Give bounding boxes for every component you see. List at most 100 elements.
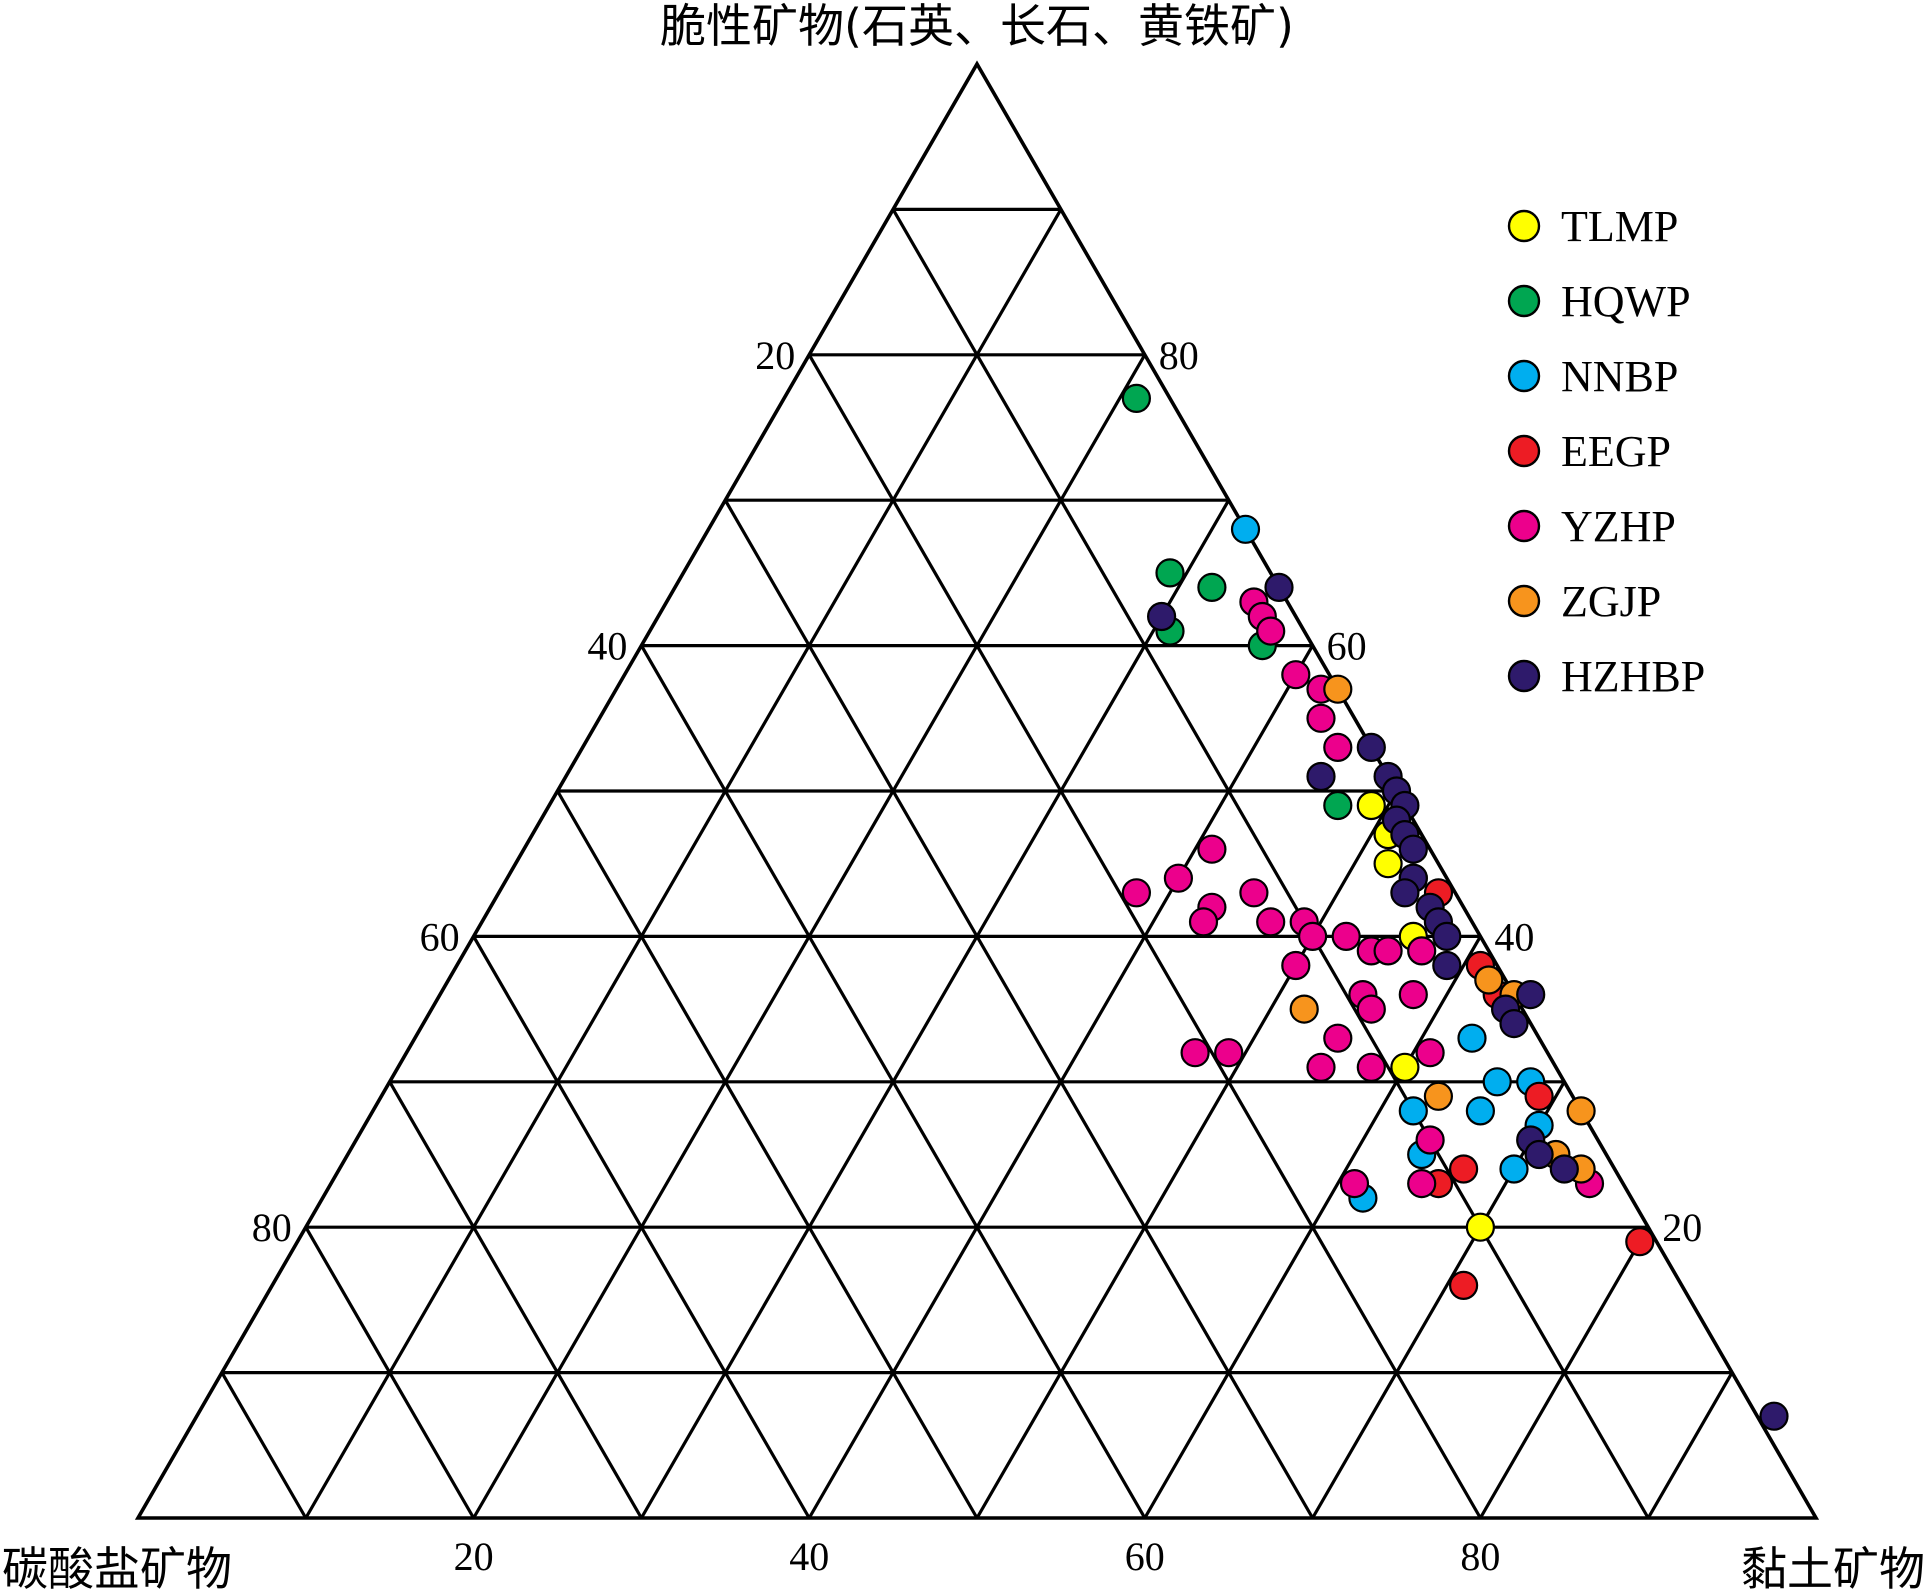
data-point-hzhbp (1306, 761, 1336, 792)
grid-line (891, 208, 1650, 1519)
data-point-hzhbp (1390, 878, 1420, 908)
data-point-yzhp (1398, 979, 1428, 1010)
left-axis-label: 碳酸盐矿物 (2, 1542, 232, 1594)
data-point-yzhp (1323, 732, 1353, 763)
legend-label: YZHP (1561, 502, 1676, 551)
data-point-tlmp (1390, 1052, 1420, 1082)
data-point-nnbp (1457, 1023, 1487, 1053)
data-point-nnbp (1499, 1154, 1529, 1184)
data-point-tlmp (1356, 790, 1386, 821)
data-point-hzhbp (1499, 1008, 1529, 1039)
legend-label: TLMP (1561, 202, 1678, 251)
tick-label: 80 (1159, 333, 1199, 378)
data-point-yzhp (1281, 660, 1311, 690)
tick-label: 40 (587, 624, 627, 669)
data-point-yzhp (1415, 1038, 1445, 1068)
data-point-yzhp (1356, 1052, 1386, 1082)
data-point-yzhp (1407, 1168, 1437, 1199)
grid-line (388, 1081, 643, 1519)
data-point-tlmp (1373, 849, 1403, 879)
legend-label: HZHBP (1561, 652, 1705, 701)
data-point-hzhbp (1432, 950, 1462, 981)
data-point-eegp (1448, 1154, 1479, 1184)
tick-label: 60 (1125, 1534, 1165, 1579)
data-point-hzhbp (1524, 1139, 1554, 1170)
grid-line (1646, 1371, 1734, 1519)
tick-label: 40 (789, 1534, 829, 1579)
grid-line (472, 935, 811, 1519)
data-point-yzhp (1356, 994, 1386, 1024)
grid-line (640, 499, 1231, 1519)
data-point-nnbp (1482, 1067, 1512, 1097)
data-point-nnbp (1398, 1096, 1428, 1126)
grid-line (1143, 935, 1482, 1519)
data-point-yzhp (1163, 863, 1194, 893)
data-point-hqwp (1155, 558, 1185, 588)
data-point-hzhbp (1146, 601, 1177, 632)
data-point-hzhbp (1549, 1154, 1579, 1184)
data-point-yzhp (1239, 878, 1269, 908)
data-point-zgjp (1474, 965, 1504, 995)
data-point-yzhp (1297, 921, 1328, 952)
legend-marker-nnbp (1507, 359, 1541, 393)
legend-marker-eegp (1507, 434, 1541, 468)
data-point-yzhp (1339, 1168, 1370, 1199)
data-point-tlmp (1465, 1212, 1496, 1242)
data-points (1121, 383, 1789, 1431)
data-point-yzhp (1373, 936, 1403, 966)
right-axis-label: 黏土矿物 (1741, 1542, 1925, 1594)
legend-label: NNBP (1561, 352, 1678, 401)
tick-label: 40 (1494, 914, 1534, 959)
tick-label: 20 (1662, 1205, 1702, 1250)
grid-line (1311, 1081, 1566, 1519)
legend-marker-tlmp (1507, 209, 1541, 243)
data-point-eegp (1524, 1081, 1554, 1111)
grid-line (1479, 1226, 1650, 1519)
legend-marker-hzhbp (1507, 659, 1541, 693)
legend: TLMP HQWP NNBP EEGP YZHP ZGJP HZHBP (1507, 202, 1705, 701)
data-point-yzhp (1256, 616, 1286, 646)
tick-label: 80 (1460, 1534, 1500, 1579)
grid-line (975, 790, 1398, 1519)
legend-marker-yzhp (1507, 509, 1541, 543)
data-point-hzhbp (1432, 921, 1462, 952)
data-point-eegp (1625, 1227, 1655, 1257)
data-point-yzhp (1306, 1052, 1336, 1082)
tick-labels: 20 40 60 80 80 60 40 20 20 40 60 80 (252, 333, 1702, 1579)
grid-line (304, 208, 1063, 1519)
data-point-zgjp (1423, 1081, 1454, 1111)
data-point-nnbp (1230, 514, 1261, 544)
tick-label: 20 (755, 333, 795, 378)
legend-label: HQWP (1561, 277, 1691, 326)
grid-line (304, 1226, 475, 1519)
tick-label: 60 (420, 914, 460, 959)
grid-line (556, 790, 979, 1519)
data-point-yzhp (1415, 1125, 1445, 1155)
legend-label: ZGJP (1561, 577, 1661, 626)
legend-marker-hqwp (1507, 284, 1541, 318)
data-point-yzhp (1281, 950, 1311, 981)
data-point-yzhp (1197, 834, 1227, 864)
tick-label: 60 (1327, 624, 1367, 669)
data-point-yzhp (1306, 703, 1336, 733)
data-point-yzhp (1256, 907, 1286, 937)
data-point-yzhp (1214, 1038, 1244, 1068)
tick-label: 20 (454, 1534, 494, 1579)
grid-line (220, 1371, 308, 1519)
legend-marker-zgjp (1507, 584, 1541, 618)
data-point-yzhp (1331, 921, 1361, 952)
data-point-yzhp (1323, 1023, 1353, 1053)
data-point-hzhbp (1516, 979, 1546, 1010)
data-point-yzhp (1407, 936, 1437, 966)
data-point-hzhbp (1398, 834, 1428, 864)
data-point-hqwp (1121, 383, 1152, 413)
data-point-hzhbp (1356, 732, 1386, 763)
data-point-zgjp (1323, 674, 1353, 704)
ternary-grid (220, 207, 1734, 1519)
top-axis-label: 脆性矿物(石英、长石、黄铁矿) (660, 0, 1294, 53)
data-point-yzhp (1180, 1038, 1210, 1068)
data-point-zgjp (1566, 1096, 1596, 1126)
data-point-yzhp (1188, 907, 1219, 937)
data-point-nnbp (1465, 1096, 1496, 1126)
